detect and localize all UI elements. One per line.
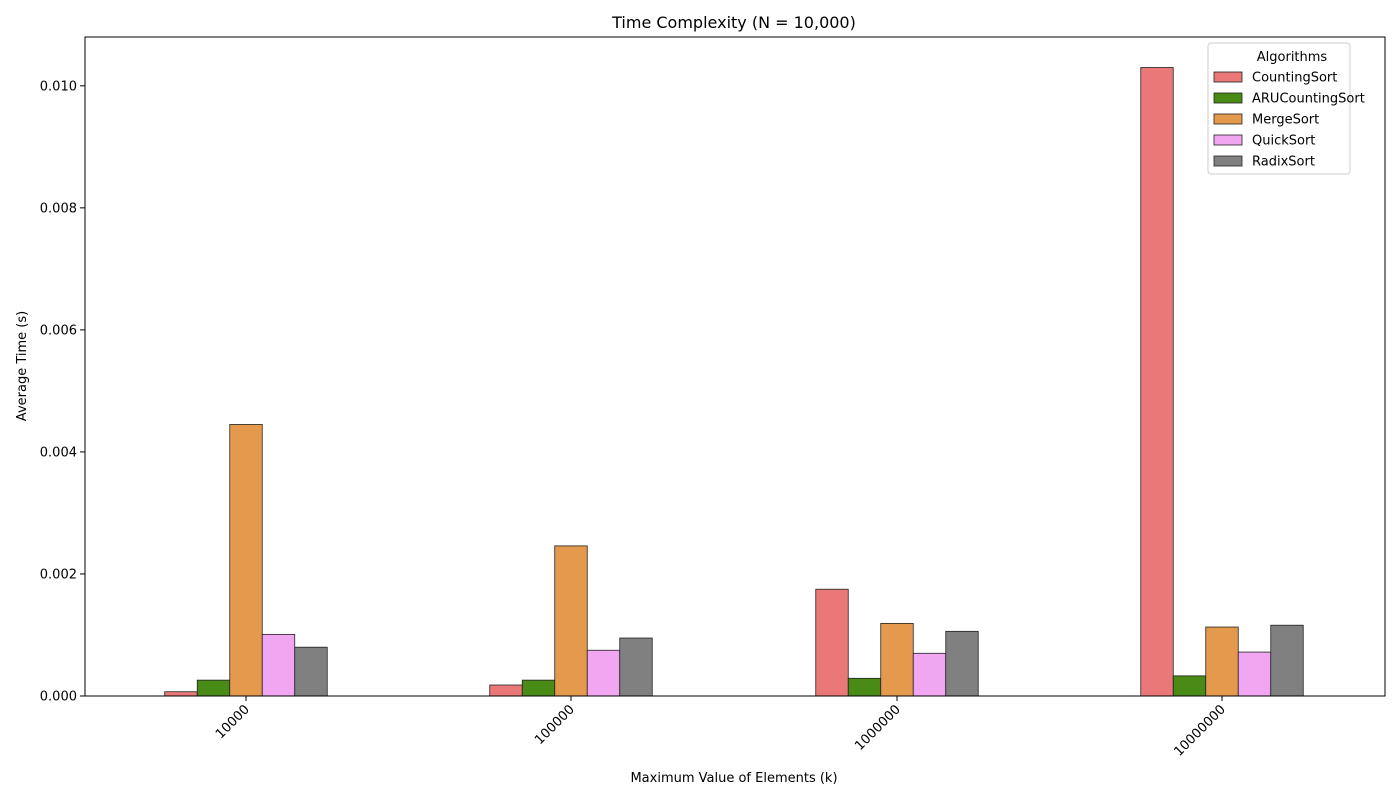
bar-quicksort-10000 bbox=[261, 633, 296, 697]
chart-title: Time Complexity (N = 10,000) bbox=[611, 13, 856, 32]
bar-arucountingsort-100000 bbox=[521, 679, 556, 697]
legend-swatch bbox=[1213, 113, 1243, 125]
legend-label: ARUCountingSort bbox=[1252, 92, 1365, 107]
bar-countingsort-10000 bbox=[164, 691, 198, 697]
bar-mergesort-10000000 bbox=[1205, 626, 1239, 697]
bar-mergesort-100000 bbox=[554, 545, 588, 697]
legend-swatch bbox=[1213, 134, 1243, 146]
legend-frame bbox=[1207, 42, 1351, 175]
bar-mergesort-1000000 bbox=[880, 622, 914, 697]
legend-label: RadixSort bbox=[1252, 155, 1315, 170]
bar-radixsort-1000000 bbox=[945, 630, 979, 697]
legend: Algorithms CountingSort ARUCountingSort Me… bbox=[1207, 42, 1365, 175]
y-tick-label: 0.002 bbox=[40, 567, 77, 582]
bar-quicksort-100000 bbox=[586, 649, 621, 697]
bar-radixsort-10000000 bbox=[1270, 624, 1304, 697]
y-tick-label: 0.008 bbox=[40, 201, 77, 216]
bar-mergesort-10000 bbox=[229, 424, 263, 697]
x-axis-label: Maximum Value of Elements (k) bbox=[630, 771, 837, 786]
legend-swatch bbox=[1213, 92, 1243, 104]
legend-swatch bbox=[1213, 155, 1243, 167]
bar-quicksort-10000000 bbox=[1237, 651, 1272, 697]
bars-layer bbox=[164, 67, 1304, 697]
legend-title: Algorithms bbox=[1257, 50, 1328, 65]
legend-label: CountingSort bbox=[1252, 71, 1337, 86]
bar-radixsort-100000 bbox=[619, 637, 653, 697]
bar-arucountingsort-10000 bbox=[196, 679, 231, 697]
plot-area-frame bbox=[84, 36, 1386, 697]
legend-label: MergeSort bbox=[1252, 113, 1319, 128]
x-tick-label: 100000 bbox=[532, 702, 578, 748]
bar-countingsort-1000000 bbox=[815, 588, 849, 697]
y-tick-label: 0.010 bbox=[40, 79, 77, 94]
x-tick-label: 10000 bbox=[213, 702, 253, 742]
x-tick-label: 1000000 bbox=[852, 702, 904, 754]
y-axis-label: Average Time (s) bbox=[15, 311, 30, 421]
y-tick-label: 0.000 bbox=[40, 690, 77, 705]
bar-arucountingsort-1000000 bbox=[847, 677, 882, 697]
y-axis: 0.000 0.002 0.004 0.006 0.008 0.010 bbox=[40, 79, 85, 705]
x-tick-label: 10000000 bbox=[1171, 702, 1228, 759]
bar-countingsort-10000000 bbox=[1140, 67, 1174, 697]
legend-swatch bbox=[1213, 71, 1243, 83]
bar-quicksort-1000000 bbox=[912, 652, 947, 697]
y-tick-label: 0.004 bbox=[40, 445, 77, 460]
y-tick-label: 0.006 bbox=[40, 323, 77, 338]
bar-arucountingsort-10000000 bbox=[1172, 675, 1207, 697]
legend-label: QuickSort bbox=[1252, 134, 1315, 149]
bar-countingsort-100000 bbox=[489, 684, 523, 697]
bar-radixsort-10000 bbox=[294, 646, 328, 697]
x-axis: 10000 100000 1000000 10000000 bbox=[213, 696, 1229, 760]
